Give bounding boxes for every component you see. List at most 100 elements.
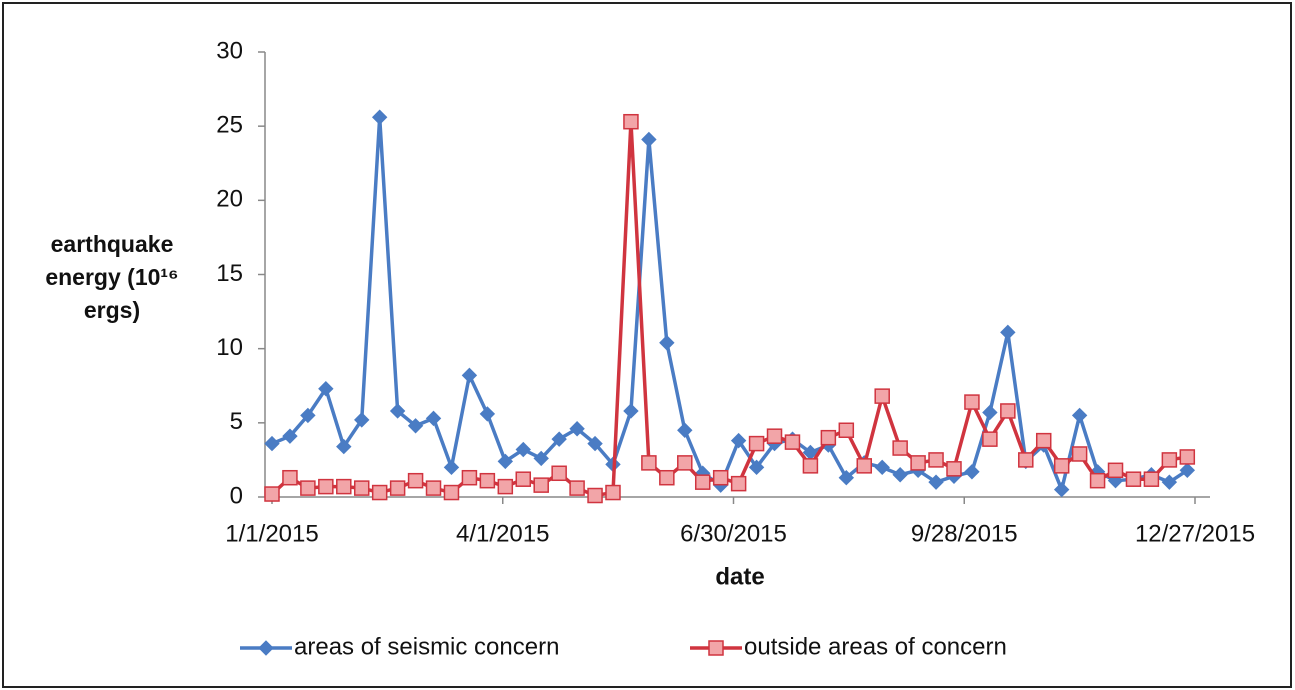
marker — [1179, 449, 1196, 465]
marker — [892, 440, 908, 456]
marker — [1161, 474, 1178, 490]
marker — [533, 477, 549, 493]
marker — [407, 472, 424, 489]
marker — [874, 459, 890, 476]
marker — [389, 403, 406, 419]
marker — [946, 461, 962, 477]
marker — [425, 410, 442, 427]
x-tick-label: 12/27/2015 — [1135, 520, 1255, 547]
marker — [443, 459, 460, 476]
x-tick-label: 6/30/2015 — [680, 520, 787, 547]
y-axis-label: earthquake energy (10¹⁶ ergs) — [45, 231, 179, 323]
marker — [659, 469, 675, 486]
marker — [623, 113, 639, 130]
marker — [964, 464, 980, 480]
marker — [748, 459, 765, 476]
y-tick-label: 20 — [216, 186, 243, 213]
marker — [1018, 452, 1034, 468]
marker — [1089, 472, 1106, 489]
marker — [587, 435, 603, 452]
marker — [336, 478, 352, 495]
legend-marker — [258, 640, 274, 656]
marker — [318, 478, 334, 495]
marker — [982, 404, 998, 421]
marker — [856, 458, 873, 474]
marker — [407, 418, 424, 434]
marker — [910, 455, 926, 471]
marker — [1053, 481, 1070, 498]
marker — [443, 484, 460, 501]
y-tick-label: 10 — [216, 334, 243, 361]
marker — [497, 453, 514, 470]
marker — [497, 478, 514, 495]
marker — [766, 428, 783, 444]
marker — [371, 109, 388, 125]
marker — [479, 472, 496, 489]
marker — [1125, 471, 1142, 487]
marker — [1035, 432, 1052, 449]
marker — [623, 403, 639, 419]
marker — [264, 486, 280, 502]
marker — [928, 474, 944, 490]
marker — [569, 480, 585, 496]
marker — [1071, 446, 1088, 462]
marker — [838, 470, 855, 486]
x-tick-label: 4/1/2015 — [456, 520, 549, 547]
legend-label: outside areas of concern — [744, 633, 1007, 660]
legend-marker — [708, 640, 724, 656]
y-tick-label: 5 — [230, 408, 243, 435]
marker — [587, 487, 603, 504]
x-axis-label: date — [715, 563, 764, 590]
y-tick-label: 25 — [216, 112, 243, 139]
marker — [389, 480, 406, 496]
marker — [964, 394, 980, 410]
marker — [730, 475, 747, 492]
marker — [282, 469, 298, 486]
marker — [1179, 462, 1196, 479]
marker — [354, 412, 370, 428]
marker — [982, 431, 998, 447]
marker — [1107, 462, 1124, 479]
marker — [677, 455, 693, 471]
marker — [892, 467, 908, 483]
marker — [748, 435, 765, 452]
marker — [1071, 407, 1088, 424]
marker — [1161, 452, 1178, 468]
x-tick-label: 9/28/2015 — [911, 520, 1018, 547]
x-tick-label: 1/1/2015 — [225, 520, 318, 547]
y-tick-label: 15 — [216, 260, 243, 287]
marker — [659, 335, 675, 351]
marker — [515, 441, 531, 458]
marker — [461, 469, 478, 486]
marker — [694, 474, 711, 490]
marker — [605, 484, 621, 501]
marker — [641, 455, 657, 471]
marker — [1000, 324, 1016, 341]
marker — [264, 435, 280, 452]
marker — [515, 471, 532, 487]
marker — [1053, 458, 1070, 474]
marker — [353, 480, 370, 496]
marker — [641, 131, 657, 148]
marker — [677, 422, 693, 438]
marker — [802, 458, 819, 474]
marker — [784, 434, 801, 450]
legend-label: areas of seismic concern — [294, 633, 559, 660]
marker — [838, 422, 855, 438]
marker — [461, 367, 478, 384]
y-tick-label: 30 — [216, 37, 243, 64]
marker — [551, 465, 567, 482]
series-line — [270, 119, 1188, 498]
marker — [282, 428, 298, 444]
y-tick-label: 0 — [230, 482, 243, 509]
marker — [928, 452, 944, 468]
marker — [336, 438, 352, 455]
marker — [730, 432, 747, 449]
marker — [318, 381, 334, 397]
marker — [712, 469, 729, 486]
marker — [300, 407, 316, 424]
marker — [820, 429, 837, 446]
